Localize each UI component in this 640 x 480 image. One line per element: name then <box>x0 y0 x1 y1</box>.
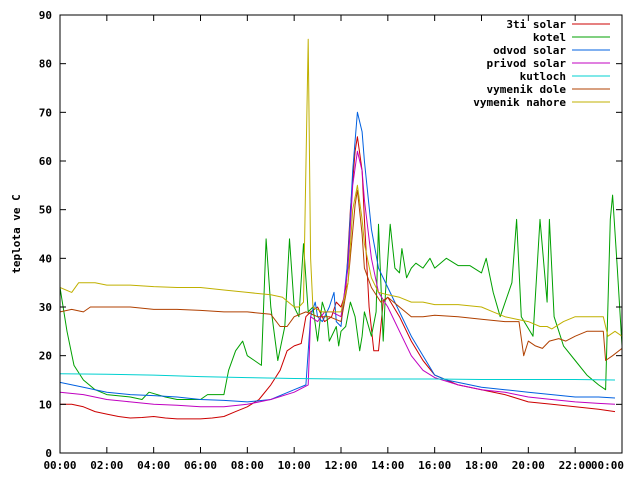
y-tick-label: 90 <box>39 9 52 22</box>
y-tick-label: 10 <box>39 398 52 411</box>
y-tick-label: 20 <box>39 350 52 363</box>
series-layer <box>60 38 622 420</box>
legend-label-6: vymenik dole <box>487 83 567 96</box>
series-line-5 <box>60 373 616 381</box>
x-tick-label: 04:00 <box>137 459 170 472</box>
x-tick-label: 06:00 <box>184 459 217 472</box>
ticks-layer: 0 10 20 30 40 50 60 70 80 90 00:00 02:00 04:00 06:00 0… <box>39 9 624 472</box>
x-tick-label: 10:00 <box>278 459 311 472</box>
legend-label-3: odvod solar <box>493 44 566 57</box>
y-tick-label: 30 <box>39 301 52 314</box>
y-tick-label: 70 <box>39 106 52 119</box>
legend-label-5: kutloch <box>520 70 566 83</box>
y-tick-label: 50 <box>39 204 52 217</box>
legend-label-7: vymenik nahore <box>473 96 566 109</box>
x-tick-label: 00:00 <box>591 459 624 472</box>
x-tick-label: 08:00 <box>231 459 264 472</box>
legend-label-1: 3ti solar <box>506 18 566 31</box>
y-tick-label: 0 <box>45 447 52 460</box>
legend-label-4: privod solar <box>487 57 567 70</box>
y-tick-label: 80 <box>39 58 52 71</box>
series-line-4 <box>60 150 616 408</box>
x-tick-label: 22:00 <box>559 459 592 472</box>
x-tick-label: 02:00 <box>90 459 123 472</box>
x-tick-label: 20:00 <box>512 459 545 472</box>
series-line-6 <box>60 189 622 361</box>
x-tick-label: 00:00 <box>43 459 76 472</box>
series-line-2 <box>60 194 622 400</box>
x-tick-label: 18:00 <box>465 459 498 472</box>
x-tick-label: 14:00 <box>371 459 404 472</box>
y-tick-label: 40 <box>39 252 52 265</box>
y-tick-label: 60 <box>39 155 52 168</box>
x-tick-label: 12:00 <box>324 459 357 472</box>
legend-label-2: kotel <box>533 31 566 44</box>
series-line-7 <box>60 38 622 337</box>
x-tick-label: 16:00 <box>418 459 451 472</box>
y-axis-title: teplota ve C <box>10 194 23 273</box>
